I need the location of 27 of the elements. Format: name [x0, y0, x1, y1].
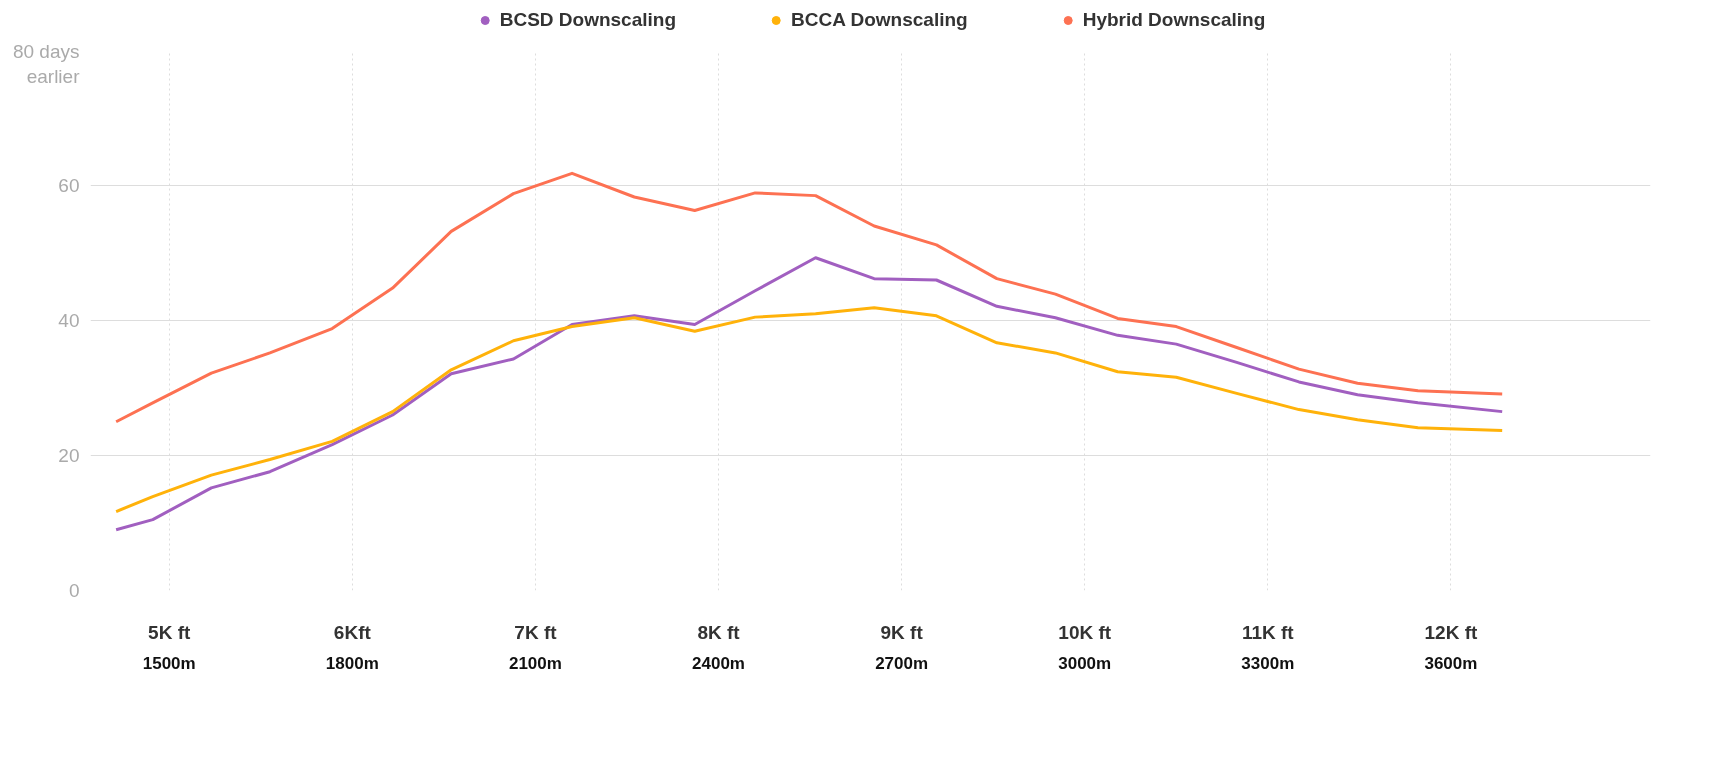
line-series: [114, 256, 1504, 532]
line-series: [114, 306, 1504, 514]
x2-tick-label: 10K ft: [1058, 621, 1112, 643]
legend-label: BCCA Downscaling: [791, 9, 968, 31]
y-tick-label: 40: [58, 310, 80, 331]
legend-label: Hybrid Downscaling: [1082, 9, 1266, 31]
x2-tick-label: 7K ft: [514, 621, 558, 643]
x-tick-label: 1800m: [325, 653, 379, 673]
x-tick-label: 2400m: [692, 653, 745, 673]
line-series: [114, 171, 1504, 424]
x2-tick-label: 6Kft: [333, 621, 372, 643]
y-tick-label: 60: [58, 175, 80, 196]
x-tick-label: 3300m: [1241, 653, 1295, 673]
x2-tick-label: 12K ft: [1424, 621, 1478, 643]
x2-tick-label: 11K ft: [1241, 621, 1295, 643]
x2-tick-label: 9K ft: [880, 621, 924, 643]
x-tick-label: 2100m: [508, 653, 562, 673]
x2-tick-label: 8K ft: [697, 621, 741, 643]
x-tick-label: 2700m: [875, 653, 929, 673]
x-tick-label: 3000m: [1058, 653, 1112, 673]
x2-tick-label: 5K ft: [148, 621, 192, 643]
y-tick-label: 20: [58, 445, 80, 466]
y-tick-label: 0: [68, 580, 80, 601]
legend-label: BCSD Downscaling: [499, 9, 677, 31]
x-tick-label: 1500m: [142, 653, 196, 673]
x-tick-label: 3600m: [1424, 653, 1478, 673]
y-tick-label: 80 days earlier: [12, 40, 81, 87]
